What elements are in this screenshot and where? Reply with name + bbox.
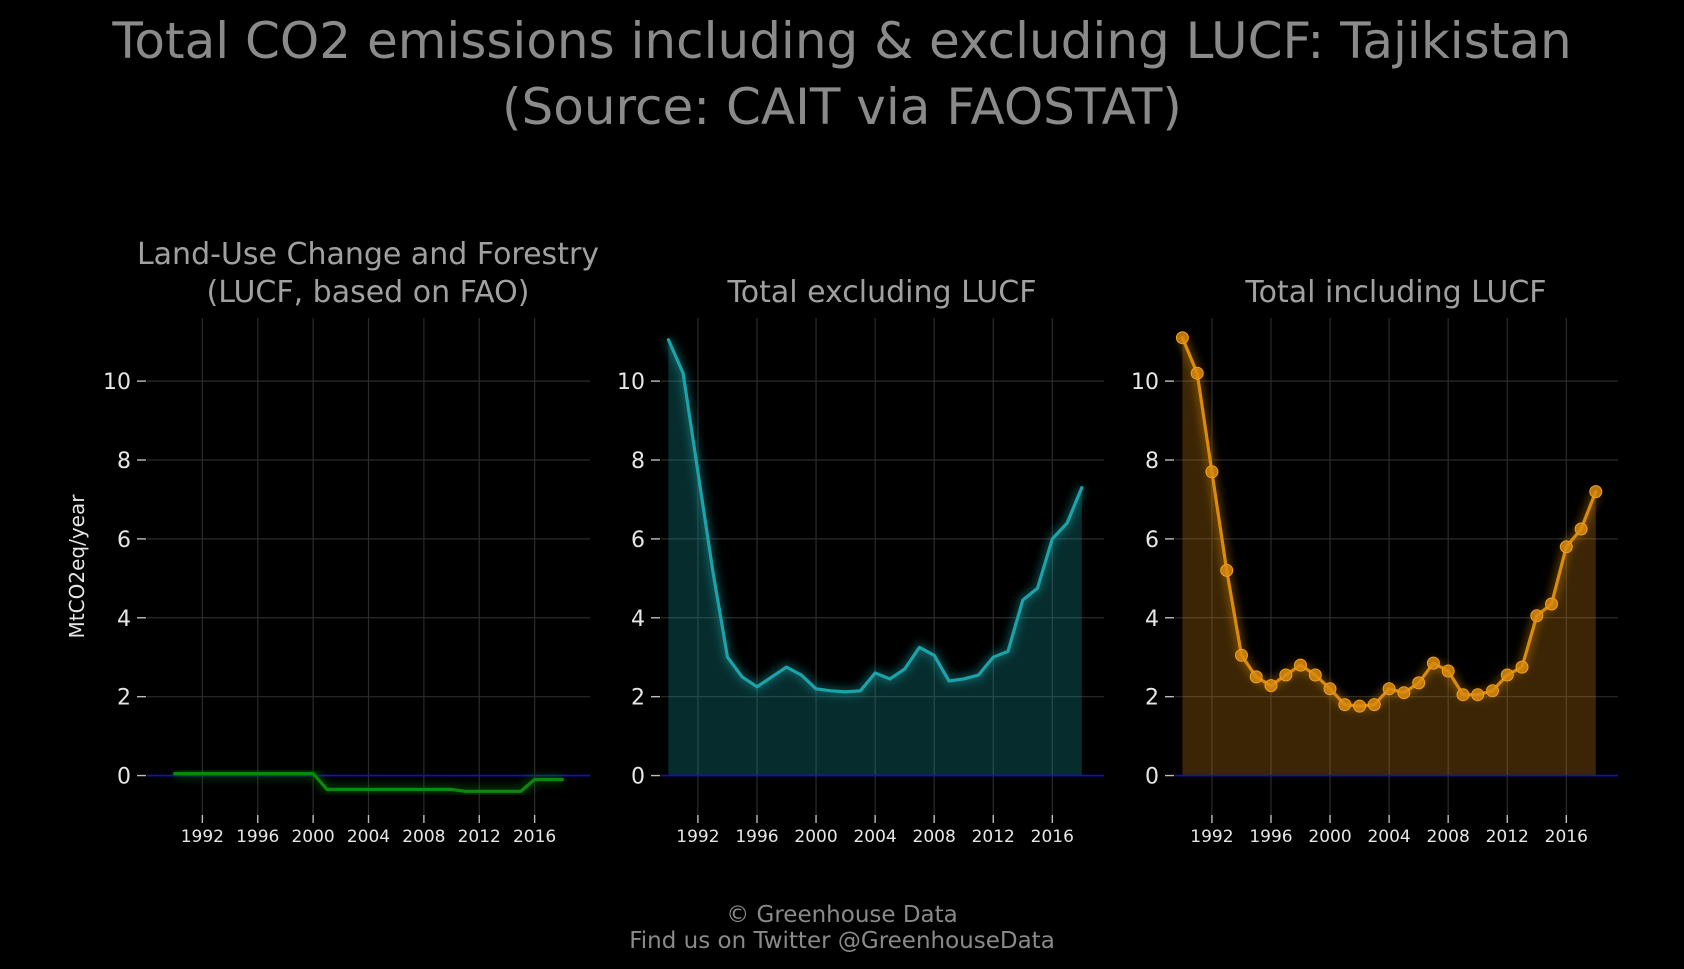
data-point	[1486, 684, 1499, 698]
x-tick-label: 2008	[402, 827, 445, 847]
data-point	[1426, 656, 1440, 670]
data-point	[1367, 698, 1381, 712]
data-point	[1456, 688, 1470, 702]
series-line-excl	[666, 338, 1084, 694]
x-tick-label: 2008	[913, 827, 956, 847]
y-tick-label: 4	[117, 607, 131, 632]
data-point	[1323, 682, 1337, 696]
credit-line-2: Find us on Twitter @GreenhouseData	[629, 928, 1055, 954]
y-tick-label: 10	[103, 370, 131, 395]
y-tick-label: 10	[1131, 370, 1159, 395]
data-point	[1397, 686, 1411, 700]
y-tick-label: 2	[117, 686, 131, 711]
data-point	[1589, 485, 1603, 499]
panel-subtitle-incl: Total including LUCF	[1244, 275, 1546, 310]
data-point	[1190, 366, 1204, 380]
x-tick-label: 2004	[853, 827, 896, 847]
x-tick-label: 1992	[676, 827, 719, 847]
data-point	[1353, 699, 1367, 713]
data-point	[1574, 522, 1588, 536]
y-tick-label: 6	[1145, 528, 1159, 553]
x-tick-label: 2012	[1486, 827, 1529, 847]
x-tick-label: 2000	[1308, 827, 1351, 847]
x-tick-label: 2016	[513, 827, 556, 847]
y-tick-label: 0	[631, 765, 645, 790]
y-tick-label: 2	[631, 686, 645, 711]
y-tick-label: 8	[117, 449, 131, 474]
data-point	[1441, 664, 1455, 678]
data-point	[1308, 668, 1322, 682]
y-tick-label: 10	[617, 370, 645, 395]
data-point	[1338, 698, 1352, 712]
x-tick-label: 2000	[794, 827, 837, 847]
data-point	[1220, 563, 1234, 577]
y-tick-label: 2	[1145, 686, 1159, 711]
x-tick-label: 2012	[458, 827, 501, 847]
x-tick-label: 2016	[1031, 827, 1074, 847]
data-point	[1530, 609, 1544, 623]
x-tick-label: 1996	[236, 827, 279, 847]
data-point	[1382, 682, 1396, 696]
credit-line-1: © Greenhouse Data	[726, 902, 958, 928]
chart-subtitle: (Source: CAIT via FAOSTAT)	[502, 78, 1182, 136]
data-point	[1205, 465, 1219, 479]
x-tick-label: 2000	[291, 827, 334, 847]
series-area-incl	[1182, 337, 1596, 776]
data-point	[1249, 670, 1263, 684]
data-point	[1294, 658, 1307, 672]
data-point	[1175, 331, 1189, 345]
y-tick-label: 6	[631, 528, 645, 553]
data-point	[1545, 597, 1558, 611]
panel-lucf: Land-Use Change and Forestry(LUCF, based…	[65, 237, 599, 847]
panel-subtitle-excl: Total excluding LUCF	[727, 275, 1037, 310]
y-tick-label: 0	[1145, 765, 1159, 790]
series-line-lucf	[173, 772, 564, 793]
x-tick-label: 2016	[1545, 827, 1588, 847]
y-tick-label: 6	[117, 528, 131, 553]
x-tick-label: 2004	[347, 827, 390, 847]
y-tick-label: 8	[631, 449, 645, 474]
panel-title-lucf: Land-Use Change and Forestry	[137, 237, 599, 272]
x-tick-label: 2004	[1367, 827, 1410, 847]
series-area-excl	[668, 339, 1082, 776]
y-tick-label: 0	[117, 765, 131, 790]
x-tick-label: 1992	[1190, 827, 1233, 847]
data-point	[1500, 668, 1514, 682]
data-point	[1515, 660, 1529, 674]
y-tick-label: 8	[1145, 449, 1159, 474]
panel-incl: Total including LUCF 0 2 4 6 8 10 1992 1996 2000 2…	[1131, 275, 1618, 847]
x-tick-label: 1996	[735, 827, 778, 847]
data-point	[1559, 540, 1573, 554]
x-tick-label: 2012	[972, 827, 1015, 847]
data-point	[1264, 679, 1278, 693]
y-tick-label: 4	[1145, 607, 1159, 632]
y-axis-label: MtCO2eq/year	[65, 494, 89, 639]
data-point	[1279, 668, 1293, 682]
y-tick-label: 4	[631, 607, 645, 632]
x-tick-label: 2008	[1427, 827, 1470, 847]
data-point	[1412, 676, 1426, 690]
x-tick-label: 1992	[181, 827, 224, 847]
panel-subtitle-lucf: (LUCF, based on FAO)	[207, 275, 530, 310]
panel-excl: Total excluding LUCF 0 2 4 6 8 10 1992 1996 2000 2…	[617, 275, 1104, 847]
data-point	[1235, 648, 1248, 662]
data-point	[1471, 688, 1485, 702]
chart-title: Total CO2 emissions including & excludin…	[111, 12, 1571, 70]
x-tick-label: 1996	[1249, 827, 1292, 847]
